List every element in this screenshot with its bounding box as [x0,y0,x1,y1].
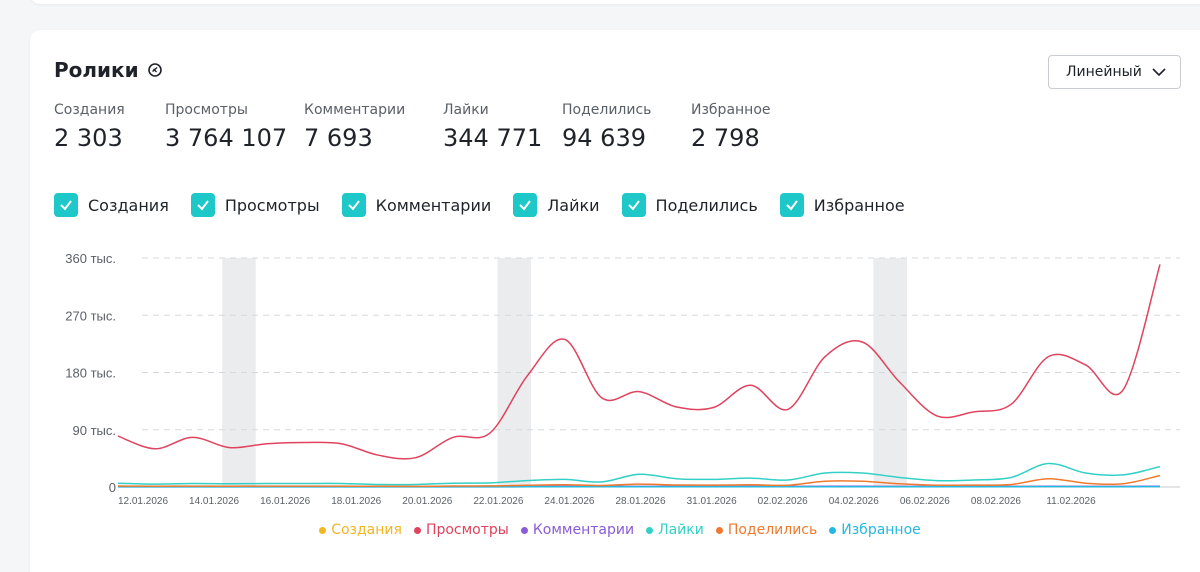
checkbox-checked-icon[interactable] [779,193,804,217]
stat-value: 344 771 [443,124,543,152]
highlight-band [497,258,532,487]
series-line-shares [117,474,1161,488]
toggle-label: Избранное [813,195,905,215]
x-tick-label: 22.01.2026 [473,496,523,507]
x-tick-label: 20.01.2026 [402,496,452,507]
stat-label: Лайки [443,102,489,118]
toggle-views[interactable]: Просмотры [190,193,320,217]
x-tick-label: 28.01.2026 [616,496,666,507]
legend-item-views[interactable]: Просмотры [413,522,509,538]
stat-label: Избранное [691,102,771,118]
x-tick-label: 18.01.2026 [331,496,381,507]
toggle-creations[interactable]: Создания [54,193,169,217]
y-tick-label: 0 [109,480,116,495]
x-tick-label: 08.02.2026 [971,496,1021,507]
legend-dot-icon [829,526,837,534]
checkbox-checked-icon[interactable] [621,193,646,217]
legend-label: Избранное [841,522,921,538]
x-tick-label: 04.02.2026 [829,496,879,507]
highlight-band [222,258,256,487]
legend-dot-icon [319,526,327,534]
stat-value: 7 693 [304,124,373,152]
checkbox-checked-icon[interactable] [54,193,78,217]
legend-label: Создания [331,522,402,538]
legend-label: Просмотры [425,522,509,538]
stat-creations: Создания 2 303 [54,102,165,152]
legend-item-creations[interactable]: Создания [319,522,402,538]
videos-card: Ролики Линейный Создания 2 303 Просмотры… [30,30,1200,572]
chart-type-select[interactable]: Линейный [1048,55,1181,89]
y-tick-label: 180 тыс. [65,366,116,381]
legend-item-shares[interactable]: Поделились [715,522,818,538]
chart-legend: Создания Просмотры Комментарии Лайки Под… [30,522,1200,538]
chart-type-value: Линейный [1066,64,1142,80]
top-card [30,0,1200,4]
chevron-down-icon [1152,68,1166,77]
card-title-text: Ролики [54,58,139,82]
link-icon[interactable] [147,62,163,78]
legend-label: Комментарии [532,522,635,538]
series-line-views [117,264,1161,460]
stat-favorites: Избранное 2 798 [691,102,811,152]
card-title: Ролики [54,58,163,82]
legend-item-likes[interactable]: Лайки [646,522,704,538]
checkbox-checked-icon[interactable] [513,193,538,217]
x-tick-label: 11.02.2026 [1046,496,1096,507]
x-tick-label: 16.01.2026 [260,496,310,507]
line-chart: 0 90 тыс. 180 тыс. 270 тыс. 360 тыс. 12.01.20… [65,251,1180,507]
stat-value: 2 798 [691,124,760,152]
toggle-shares[interactable]: Поделились [621,193,758,217]
stat-comments: Комментарии 7 693 [304,102,443,152]
stat-shares: Поделились 94 639 [562,102,691,152]
stat-value: 94 639 [562,124,646,152]
toggle-favorites[interactable]: Избранное [779,193,905,217]
stats-row: Создания 2 303 Просмотры 3 764 107 Комме… [54,102,811,152]
legend-label: Поделились [727,522,818,538]
legend-label: Лайки [658,522,704,538]
stat-value: 2 303 [54,124,123,152]
legend-dot-icon [715,526,723,534]
stat-value: 3 764 107 [165,124,288,152]
x-tick-label: 12.01.2026 [118,496,168,507]
y-tick-label: 270 тыс. [65,308,116,323]
toggle-label: Лайки [547,195,600,215]
stat-views: Просмотры 3 764 107 [165,102,304,152]
x-tick-label: 06.02.2026 [900,496,950,507]
legend-dot-icon [413,526,421,534]
x-tick-label: 14.01.2026 [189,496,239,507]
toggle-label: Поделились [655,195,758,215]
stat-label: Поделились [562,102,652,118]
x-tick-label: 02.02.2026 [758,496,808,507]
y-tick-label: 90 тыс. [73,423,116,438]
series-line-likes [117,462,1161,486]
x-tick-label: 24.01.2026 [544,496,594,507]
legend-item-comments[interactable]: Комментарии [520,522,635,538]
y-tick-label: 360 тыс. [65,251,116,266]
stat-label: Комментарии [304,102,406,118]
toggle-likes[interactable]: Лайки [513,193,600,217]
legend-dot-icon [646,526,654,534]
stat-label: Создания [54,102,125,118]
toggle-label: Создания [88,195,169,215]
stat-label: Просмотры [165,102,248,118]
legend-dot-icon [520,526,528,534]
checkbox-checked-icon[interactable] [341,193,366,217]
toggle-label: Просмотры [224,195,320,215]
legend-item-favorites[interactable]: Избранное [829,522,921,538]
x-tick-label: 31.01.2026 [687,496,737,507]
toggle-comments[interactable]: Комментарии [341,193,492,217]
series-toggles: Создания Просмотры Комментарии Лайки Под… [54,193,927,217]
stat-likes: Лайки 344 771 [443,102,562,152]
toggle-label: Комментарии [375,195,492,215]
checkbox-checked-icon[interactable] [190,193,215,217]
